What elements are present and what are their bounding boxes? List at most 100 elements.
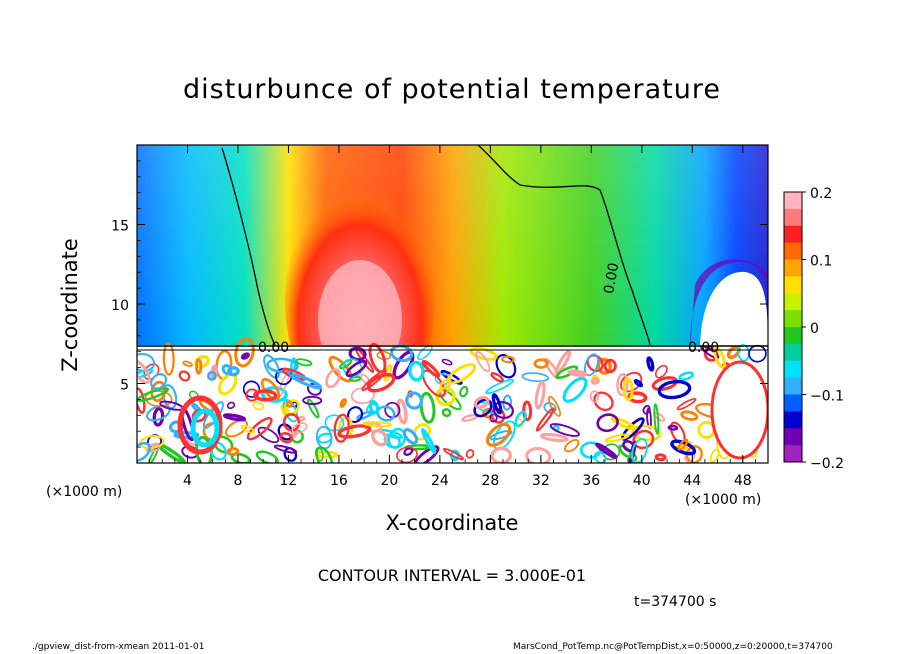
x-tick-label: 48 <box>734 473 752 489</box>
turbulence-eddy <box>627 391 648 404</box>
turbulence-eddy <box>677 438 689 451</box>
turbulence-eddy <box>337 424 372 439</box>
turbulence-eddy <box>465 449 475 459</box>
turbulence-eddy <box>631 438 648 463</box>
turbulence-eddy <box>144 390 173 407</box>
x-tick-label: 40 <box>633 473 651 489</box>
turbulence-eddy <box>501 355 515 364</box>
turbulence-eddy <box>333 413 350 443</box>
turbulence-eddy <box>491 393 503 415</box>
turbulence-eddy <box>475 351 491 373</box>
colorbar-swatch <box>784 360 802 379</box>
turbulence-eddy <box>642 404 651 415</box>
heatmap-field <box>137 145 768 463</box>
turbulence-eddy <box>279 432 293 444</box>
zero-contour-right <box>477 145 651 346</box>
turbulence-eddy <box>226 401 236 410</box>
turbulence-eddy <box>525 446 552 463</box>
turbulence-eddy <box>221 364 233 376</box>
turbulence-eddy <box>610 416 636 431</box>
turbulence-eddy <box>489 430 513 441</box>
colorbar-swatch <box>784 394 802 412</box>
x-tick-label: 4 <box>183 473 192 489</box>
turbulence-eddy <box>534 380 546 410</box>
turbulence-eddy <box>549 423 580 437</box>
turbulence-eddy <box>368 342 387 374</box>
turbulence-eddy <box>408 360 425 382</box>
turbulence-eddy <box>362 421 392 428</box>
turbulence-eddy <box>234 337 255 368</box>
turbulence-eddy <box>485 378 514 395</box>
turbulence-eddy <box>324 414 345 432</box>
turbulence-eddy <box>266 357 299 374</box>
turbulence-eddy <box>222 413 247 422</box>
turbulence-eddy <box>713 345 726 369</box>
turbulence-eddy <box>596 413 619 433</box>
turbulence-eddy <box>405 391 423 410</box>
turbulence-eddy <box>654 453 667 462</box>
turbulence-eddy <box>554 350 572 375</box>
turbulence-eddy <box>252 401 264 411</box>
turbulence-eddy <box>291 422 308 434</box>
turbulence-eddy <box>302 395 323 406</box>
colorbar-swatch <box>784 276 802 294</box>
colorbar-swatch <box>784 411 802 429</box>
eddy-right <box>710 360 768 460</box>
turbulence-eddy <box>295 416 306 422</box>
turbulence-eddy <box>339 398 347 408</box>
turbulence-eddy <box>150 373 168 390</box>
contour-interval-text: CONTOUR INTERVAL = 3.000E-01 <box>317 566 587 585</box>
turbulence-eddy <box>255 450 279 463</box>
turbulence-eddy <box>473 395 490 409</box>
turbulence-eddy <box>403 446 414 457</box>
colorbar-swatch <box>784 343 802 362</box>
x-tick-label: 8 <box>233 473 242 489</box>
colorbar-swatch <box>784 192 802 210</box>
turbulence-eddy <box>315 446 334 463</box>
turbulence-eddy <box>396 446 418 463</box>
x-tick-label: 36 <box>582 473 600 489</box>
turbulence-eddy <box>366 372 396 393</box>
colorbar-swatch <box>784 310 802 328</box>
turbulence-eddy <box>315 425 333 450</box>
turbulence-eddy <box>387 427 407 449</box>
turbulence-eddy <box>492 401 514 420</box>
turbulence-eddy <box>420 428 437 454</box>
footer-script-name: ./gpview_dist-from-xmean 2011-01-01 <box>32 642 205 652</box>
turbulence-eddy <box>593 391 614 412</box>
turbulence-eddy <box>137 359 151 385</box>
colorbar: 0.2 0.1 0 −0.1 −0.2 <box>783 186 844 472</box>
y-tick-label: 5 <box>120 378 129 394</box>
turbulence-eddy <box>289 373 323 390</box>
y-axis-ticks: 5 10 15 <box>111 160 768 448</box>
x-unit-label-left: (×1000 m) <box>46 484 123 500</box>
turbulence-eddy <box>555 365 579 379</box>
turbulence-eddy <box>680 410 699 421</box>
colorbar-tick-label: −0.2 <box>810 456 844 472</box>
turbulence-eddy <box>257 426 280 444</box>
x-unit-label-right: (×1000 m) <box>685 492 762 508</box>
turbulence-eddy <box>137 387 170 402</box>
turbulence-eddy <box>273 444 298 454</box>
turbulence-eddy <box>533 358 549 369</box>
contour-label-1: 0.00 <box>258 340 289 356</box>
turbulence-eddy <box>282 413 301 432</box>
zero-contour-left <box>221 147 276 346</box>
turbulence-eddy <box>514 410 527 427</box>
turbulence-eddy <box>653 403 660 435</box>
turbulence-eddy <box>616 372 629 397</box>
white-region-right <box>700 271 768 350</box>
turbulence-eddy <box>676 398 697 411</box>
turbulence-eddy <box>567 369 588 377</box>
turbulence-eddy <box>490 372 504 383</box>
colorbar-swatch <box>784 225 802 244</box>
turbulence-eddy <box>295 358 313 367</box>
turbulence-eddy <box>240 424 256 434</box>
colorbar-swatch <box>784 208 802 227</box>
x-tick-label: 12 <box>280 473 298 489</box>
turbulence-eddy <box>562 376 588 403</box>
turbulence-eddy <box>421 359 441 378</box>
turbulence-eddy <box>263 354 281 379</box>
turbulence-eddy <box>366 403 380 416</box>
turbulence-eddy <box>413 445 440 463</box>
